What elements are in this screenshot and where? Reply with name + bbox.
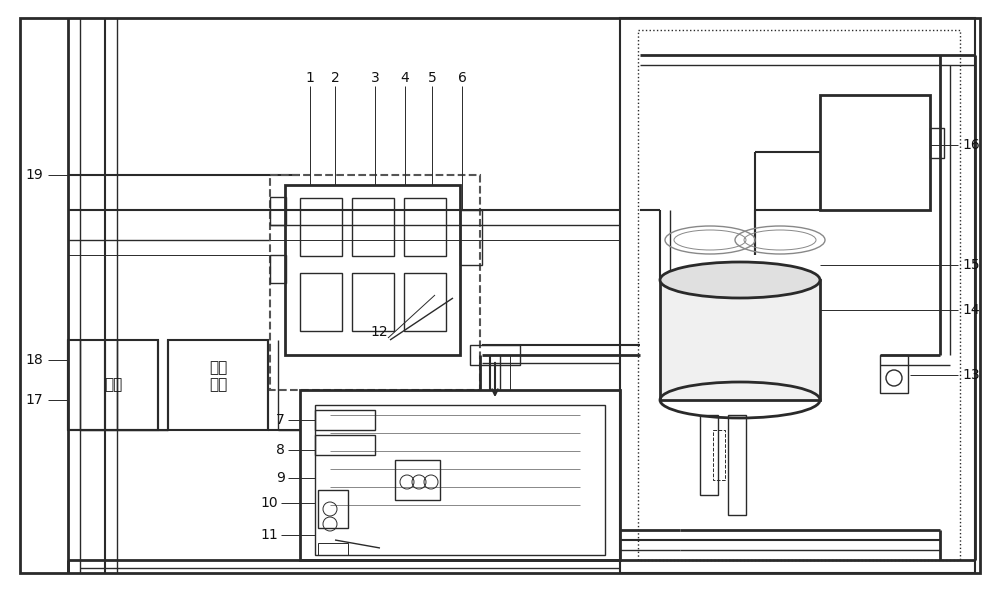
Bar — [300, 198, 342, 256]
Text: 1: 1 — [306, 71, 314, 85]
Bar — [404, 273, 446, 331]
Bar — [270, 197, 286, 225]
Text: 3: 3 — [371, 71, 379, 85]
Text: 7: 7 — [276, 413, 285, 427]
Text: 电池: 电池 — [104, 378, 122, 392]
Bar — [315, 410, 375, 430]
Text: 9: 9 — [276, 471, 285, 485]
Bar — [300, 390, 620, 560]
Bar — [880, 355, 908, 393]
Bar — [352, 198, 394, 256]
Text: 电容
阵列: 电容 阵列 — [209, 360, 227, 392]
Bar — [700, 415, 718, 495]
Text: 18: 18 — [25, 353, 43, 367]
Text: 16: 16 — [962, 138, 980, 152]
Bar — [404, 198, 446, 256]
Text: 17: 17 — [25, 393, 43, 407]
Bar — [318, 490, 348, 528]
Bar — [315, 435, 375, 455]
Bar — [300, 273, 342, 331]
Bar — [395, 460, 440, 500]
Bar — [285, 185, 460, 355]
Bar — [470, 345, 520, 365]
Bar — [660, 280, 820, 400]
Text: 10: 10 — [260, 496, 278, 510]
Text: 15: 15 — [962, 258, 980, 272]
Bar — [270, 175, 480, 390]
Text: 14: 14 — [962, 303, 980, 317]
Bar — [820, 95, 930, 210]
Bar — [352, 273, 394, 331]
Bar — [318, 543, 348, 555]
Text: 11: 11 — [260, 528, 278, 542]
Bar — [270, 255, 286, 283]
Text: 4: 4 — [401, 71, 409, 85]
Bar — [315, 405, 605, 555]
Text: 8: 8 — [276, 443, 285, 457]
Bar — [728, 415, 746, 515]
Text: 2: 2 — [331, 71, 339, 85]
Bar — [930, 128, 944, 158]
Bar — [460, 210, 482, 265]
Bar — [713, 430, 725, 480]
Text: 5: 5 — [428, 71, 436, 85]
Ellipse shape — [660, 262, 820, 298]
Text: 6: 6 — [458, 71, 466, 85]
Text: 13: 13 — [962, 368, 980, 382]
Bar — [168, 340, 268, 430]
Text: 19: 19 — [25, 168, 43, 182]
Bar — [638, 30, 960, 560]
Bar — [620, 18, 975, 573]
Text: 12: 12 — [370, 325, 388, 339]
Bar — [68, 340, 158, 430]
